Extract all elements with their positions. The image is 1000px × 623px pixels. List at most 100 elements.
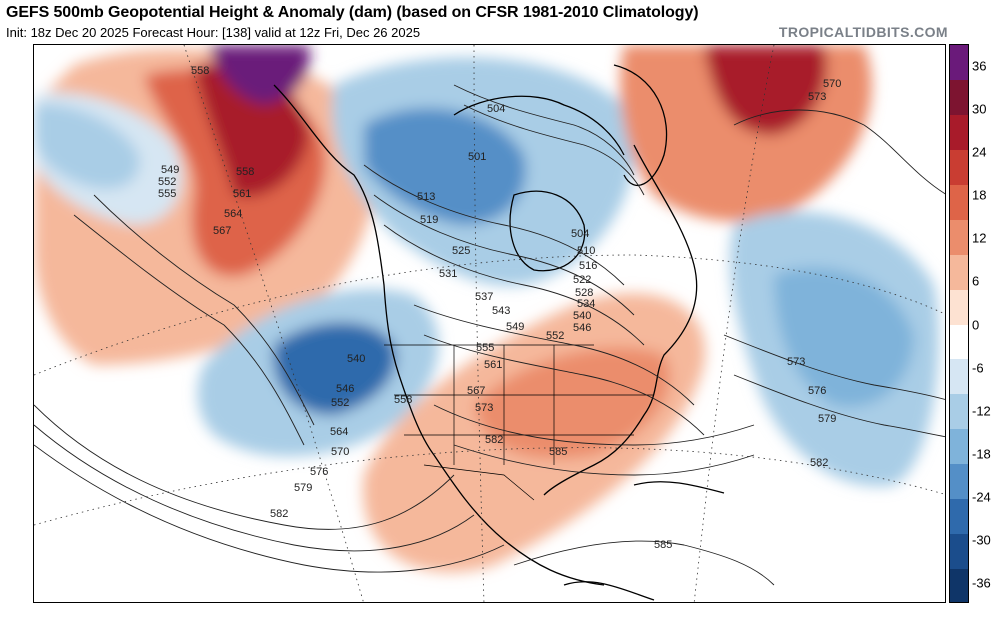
label-564-pacific: 564: [224, 208, 242, 220]
label-540-west: 540: [347, 353, 365, 365]
colorbar-segment: [950, 254, 968, 291]
colorbar-tick-label: 6: [972, 273, 980, 289]
coastline-hudson-bay: [509, 190, 586, 272]
lat-lon-grid: [34, 45, 945, 602]
colorbar-segment: [950, 464, 968, 500]
label-525: 525: [452, 245, 470, 257]
label-504-arctic: 504: [487, 103, 505, 115]
negative-anomaly-west-coast-core: [273, 322, 396, 415]
contour-caribbean: [513, 540, 775, 586]
coastline-north-america-west: [273, 84, 605, 586]
contour-atlantic-c: [733, 374, 945, 438]
label-519: 519: [420, 214, 438, 226]
label-516: 516: [579, 260, 597, 272]
colorbar-tick-label: -30: [972, 532, 991, 548]
gridline-4: [473, 45, 485, 602]
label-558-alaska: 558: [191, 65, 209, 77]
negative-anomaly-canada-core: [364, 108, 526, 225]
label-549: 549: [161, 164, 179, 176]
label-561-central: 561: [484, 359, 502, 371]
height-contours: [34, 84, 945, 586]
coastline-central-america: [563, 581, 655, 601]
colorbar-segment: [950, 394, 968, 430]
positive-anomaly-alaska-max: [209, 45, 310, 105]
contour-canada-b: [373, 194, 635, 316]
label-585-caribbean: 585: [654, 539, 672, 551]
contour-central-b: [423, 334, 705, 436]
label-543: 543: [492, 305, 510, 317]
colorbar-tick-label: -24: [972, 489, 991, 505]
contour-arctic-a: [453, 84, 635, 176]
label-567-central: 567: [467, 385, 485, 397]
label-555-pacific: 555: [158, 188, 176, 200]
colorbar-labels: 36 30 24 18 12 6 0 -6 -12 -18 -24 -30 -36: [970, 44, 1000, 603]
colorbar-tick-label: -36: [972, 575, 991, 591]
label-561-pacific: 561: [233, 188, 251, 200]
label-567-pacific: 567: [213, 225, 231, 237]
colorbar-segment: [950, 114, 968, 151]
contour-atlantic-b: [723, 334, 945, 400]
colorbar-tick-label: 24: [972, 144, 987, 160]
map-panel: 558 549 552 555 558 561 564 567 501 504 …: [33, 44, 946, 603]
label-576-atlantic: 576: [808, 385, 826, 397]
contour-west-b: [34, 424, 475, 552]
label-546-west: 546: [336, 383, 354, 395]
label-558-pacific: 558: [236, 166, 254, 178]
colorbar-segment: [950, 289, 968, 325]
height-anomaly-map: 558 549 552 555 558 561 564 567 501 504 …: [34, 45, 945, 602]
label-540-east: 540: [573, 310, 591, 322]
positive-anomaly-central-us-core: [474, 347, 671, 459]
label-573-central: 573: [475, 402, 493, 414]
contour-central-a: [413, 304, 695, 406]
colorbar-tick-label: 30: [972, 101, 987, 117]
colorbar-tick-label: -12: [972, 403, 991, 419]
colorbar-tick-label: 36: [972, 58, 987, 74]
label-513: 513: [417, 191, 435, 203]
coastline-cuba: [633, 481, 725, 494]
label-582-atlantic: 582: [810, 457, 828, 469]
colorbar-segment: [950, 324, 968, 360]
label-570-west: 570: [331, 446, 349, 458]
colorbar-tick-label: -18: [972, 446, 991, 462]
contour-canada-c: [383, 224, 645, 346]
colorbar-segment: [950, 359, 968, 395]
anomaly-shading: [34, 45, 939, 573]
us-mexico-border: [423, 464, 535, 501]
contour-canada-a: [363, 164, 625, 286]
contour-west-c: [34, 444, 505, 573]
positive-anomaly-greenland-core: [704, 45, 827, 135]
label-552-west: 552: [331, 397, 349, 409]
contour-pacific-b: [73, 214, 305, 446]
label-537: 537: [475, 291, 493, 303]
colorbar-segment: [950, 534, 968, 570]
colorbar-tick-label: -6: [972, 360, 984, 376]
gridline-2: [34, 447, 945, 526]
label-504-hudson: 504: [571, 228, 589, 240]
anomaly-colorbar: [949, 44, 969, 603]
gridline-1: [34, 254, 945, 376]
coastlines: [273, 64, 725, 601]
label-579-west: 579: [294, 482, 312, 494]
negative-anomaly-aleutian-core: [34, 104, 140, 189]
label-570-atlantic: 570: [823, 78, 841, 90]
colorbar-segment: [950, 429, 968, 465]
label-552-pacific: 552: [158, 176, 176, 188]
colorbar-segment: [950, 45, 968, 81]
label-582-gulf: 582: [485, 434, 503, 446]
contour-arctic-b: [463, 104, 645, 196]
label-573-atlantic-n: 573: [808, 91, 826, 103]
label-576-west: 576: [310, 466, 328, 478]
label-549-central: 549: [506, 321, 524, 333]
label-531: 531: [439, 268, 457, 280]
colorbar-segment: [950, 184, 968, 221]
contour-labels: 558 549 552 555 558 561 564 567 501 504 …: [158, 65, 841, 551]
label-534: 534: [577, 298, 595, 310]
chart-subtitle: Init: 18z Dec 20 2025 Forecast Hour: [13…: [6, 25, 421, 40]
gridline-5: [693, 45, 775, 602]
gridline-3: [183, 45, 364, 602]
label-528: 528: [575, 287, 593, 299]
label-510: 510: [577, 245, 595, 257]
coastline-greenland: [613, 64, 668, 187]
label-552-central: 552: [546, 330, 564, 342]
label-582-west: 582: [270, 508, 288, 520]
